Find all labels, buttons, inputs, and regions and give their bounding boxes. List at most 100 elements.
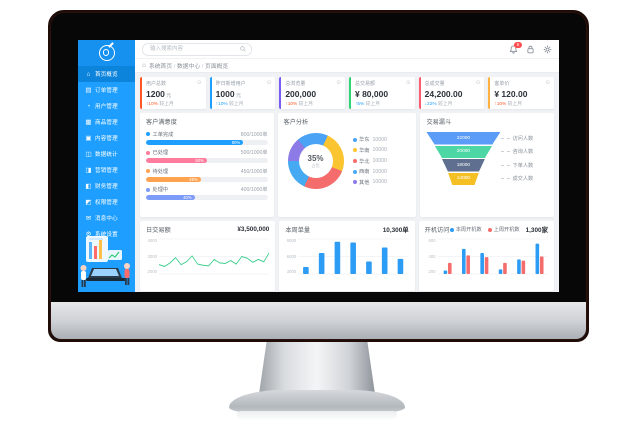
pie-legend-item: 华南 10000 [352, 147, 387, 154]
trend-value: ↑10% [215, 102, 228, 107]
content-icon: ▣ [85, 135, 92, 142]
panel-title: 本周单量 [285, 227, 311, 234]
sidebar-item-home[interactable]: ⌂ 首页概览 [78, 66, 135, 82]
panel-customer-pie: 客户分析 35% 占比 华东 10000 华南 10000 华北 10000 西南 10000… [277, 113, 417, 217]
legend-value: 10000 [372, 158, 387, 164]
y-axis-ticks: 4000 3000 2000 [146, 237, 159, 279]
legend-value: 10000 [372, 136, 387, 143]
search-icon[interactable] [240, 46, 246, 52]
panel-funnel: 交易漏斗 22000 访问人数 20000 咨询人数 18000 下单人数 14000 成交人… [420, 113, 554, 217]
stat-card-unit: 元 [234, 92, 241, 99]
sidebar-item-message[interactable]: ✉ 消息中心 [78, 210, 135, 226]
sidebar-item-order[interactable]: ▤ 订单管理 [78, 82, 135, 98]
sidebar-item-settings[interactable]: ⚙ 系统设置 [78, 226, 135, 242]
funnel-label: 访问人数 [512, 135, 534, 142]
sidebar-item-finance[interactable]: ◧ 财务管理 [78, 178, 135, 194]
funnel-chart: 22000 访问人数 20000 咨询人数 18000 下单人数 14000 成交人数 [426, 132, 548, 185]
people-charts-illustration [80, 236, 130, 287]
legend-dot-icon [146, 169, 150, 173]
gear-icon[interactable] [543, 45, 552, 54]
stats-icon: ◫ [85, 151, 92, 158]
sidebar-item-user[interactable]: ◔ 用户管理 [78, 98, 135, 114]
card-settings-icon[interactable]: ⊙ [336, 79, 341, 86]
progress-fill: 80% [146, 139, 244, 145]
stat-card-label: 昨日新增用户 [215, 81, 246, 87]
sidebar-item-stats[interactable]: ◫ 数据统计 [78, 146, 135, 162]
stat-card-label: 总成交量 [424, 81, 445, 87]
order-icon: ▤ [85, 87, 92, 94]
dashboard-screen: ⌂ 首页概览 ▤ 订单管理 ◔ 用户管理 ▦ 商品管理 ▣ 内容管理 ◫ 数据统计 ◨ 营销管理 ◧ 财务管理… [78, 40, 559, 292]
card-settings-icon[interactable]: ⊙ [266, 79, 272, 86]
sidebar-item-marketing[interactable]: ◨ 营销管理 [78, 162, 135, 178]
sidebar-menu: ⌂ 首页概览 ▤ 订单管理 ◔ 用户管理 ▦ 商品管理 ▣ 内容管理 ◫ 数据统计 ◨ 营销管理 ◧ 财务管理… [78, 66, 135, 242]
bell-icon[interactable]: 5 [509, 41, 522, 54]
progress-track: 45% [146, 176, 268, 182]
stat-card: 客单价 ⊙ ¥ 120.00 ↑10% 较上月 [488, 77, 554, 109]
axis-tick-label: 3000 [147, 253, 157, 259]
sidebar-item-content[interactable]: ▣ 内容管理 [78, 130, 135, 146]
stat-card-label: 总交易额 [354, 81, 375, 87]
panel-title: 客户分析 [283, 119, 309, 126]
bar-legend-item: 本周开机数 [449, 226, 482, 233]
sidebar-item-permission[interactable]: ◩ 权限管理 [78, 194, 135, 210]
pie-legend: 华东 10000 华南 10000 华北 10000 西南 10000 其他 10000 [352, 136, 387, 186]
legend-label: 其他 [359, 179, 370, 186]
stat-card-trend: ↑10% 较上月 [216, 100, 272, 107]
stat-card-trend: ↑5% 较上月 [355, 100, 411, 107]
legend-label: 西南 [359, 169, 370, 176]
breadcrumb-items: 系统首页 / 数据中心 / 页面概览 [149, 61, 228, 70]
sidebar-item-goods[interactable]: ▦ 商品管理 [78, 114, 135, 130]
stat-card-trend: ↓22% 较上月 [425, 100, 481, 107]
home-icon: ⌂ [86, 70, 91, 78]
funnel-label: 下单人数 [512, 162, 534, 169]
card-settings-icon[interactable]: ⊙ [475, 79, 481, 86]
trend-value: ↑10% [494, 102, 507, 107]
stat-cards-row: 用户总数 ⊙ 1200 元 ↑10% 较上月 昨日新增用户 ⊙ 1000 元 ↑10% 较上月… [140, 77, 554, 109]
funnel-segment: 20000 [434, 145, 493, 158]
sidebar-item-label: 财务管理 [95, 184, 118, 190]
progress-value: 400/1000单 [240, 187, 268, 193]
donut-chart: 35% 占比 华东 10000 华南 10000 华北 10000 西南 10000 其他 100… [284, 133, 411, 189]
pie-legend-item: 其他 10000 [352, 179, 387, 186]
y-axis-ticks: 9000 6000 3000 [285, 237, 298, 279]
funnel-connector [501, 178, 511, 180]
panel-title: 日交易额 [146, 227, 171, 234]
breadcrumb-item[interactable]: 页面概览 [205, 64, 229, 70]
lock-icon[interactable] [526, 45, 535, 54]
trend-note: 较上月 [506, 102, 523, 107]
stat-card-value: 1200 元 [146, 88, 172, 99]
panel-device-visits: 开机访问 本周开机数 上周开机数 1,300家 600 400 200 [418, 221, 554, 291]
legend-dot-icon [352, 159, 357, 163]
app-logo[interactable] [78, 40, 135, 66]
card-settings-icon[interactable]: ⊙ [197, 79, 202, 86]
legend-value: 10000 [372, 147, 387, 154]
progress-row: 工单完成 800/1000单 80% [146, 131, 268, 145]
sidebar-item-label: 内容管理 [95, 136, 118, 142]
breadcrumb: ⌂ 系统首页 / 数据中心 / 页面概览 [135, 58, 559, 73]
trend-value: ↑5% [354, 102, 365, 107]
funnel-connector [501, 164, 511, 166]
breadcrumb-item[interactable]: 数据中心 [176, 64, 201, 70]
funnel-connector [501, 151, 511, 153]
panel-total: 1,300家 [525, 227, 548, 234]
legend-dot-icon [352, 180, 357, 185]
card-settings-icon[interactable]: ⊙ [406, 79, 411, 86]
stat-card-value: 200,000 [285, 88, 317, 99]
monitor-stand-base [237, 411, 397, 419]
bottom-row: 日交易额 ¥3,500,000 4000 3000 2000 本周单量 10,300… [140, 221, 554, 291]
search-input[interactable] [148, 45, 237, 53]
stat-card: 总交易额 ⊙ ¥ 80,000 ↑5% 较上月 [348, 77, 415, 109]
legend-label: 本周开机数 [455, 227, 482, 233]
card-settings-icon[interactable]: ⊙ [545, 79, 550, 86]
progress-label: 处理中 [152, 187, 169, 193]
donut-center: 35% 占比 [298, 144, 333, 178]
search-box[interactable] [142, 42, 252, 56]
sidebar-item-label: 数据统计 [95, 152, 118, 158]
breadcrumb-item[interactable]: 系统首页 [148, 64, 173, 70]
progress-label: 工单完成 [152, 131, 174, 138]
trend-note: 较上月 [297, 102, 314, 107]
home-icon: ⌂ [142, 62, 146, 69]
progress-value: 450/1000单 [240, 168, 268, 175]
sidebar-item-label: 订单管理 [95, 88, 118, 94]
axis-tick-label: 600 [428, 238, 436, 243]
